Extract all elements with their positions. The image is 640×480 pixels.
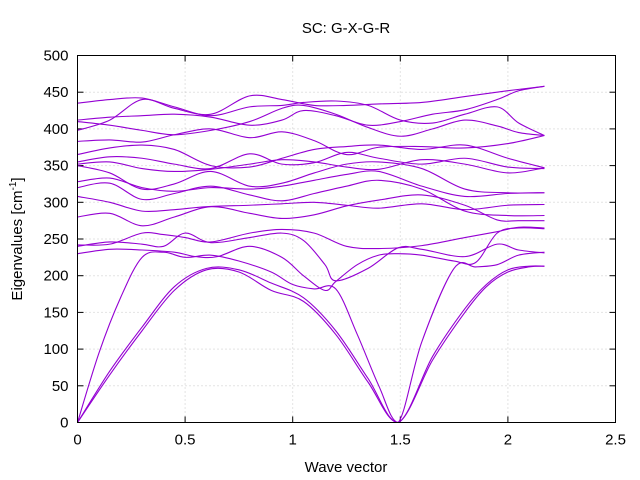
band-line-18 (77, 97, 545, 137)
x-tick-label: 2.5 (605, 432, 626, 449)
eigenvalue-bands (76, 85, 545, 424)
band-line-10 (77, 170, 545, 198)
band-line-15 (77, 128, 545, 156)
x-tick-label: 1 (289, 432, 297, 449)
band-line-16 (77, 104, 545, 137)
y-tick-label: 450 (43, 84, 68, 101)
band-line-2 (77, 265, 545, 424)
y-tick-label: 150 (43, 304, 68, 321)
plot-frame (77, 55, 616, 423)
band-line-12 (77, 159, 545, 174)
x-tick-label: 2 (504, 432, 512, 449)
x-tick-label: 0.5 (175, 432, 196, 449)
y-axis-title: Eigenvalues [cm-1] (8, 177, 26, 300)
y-tick-label: 350 (43, 158, 68, 175)
y-tick-label: 300 (43, 194, 68, 211)
band-line-9 (77, 179, 545, 217)
x-tick-label: 1.5 (390, 432, 411, 449)
band-line-5 (77, 232, 545, 282)
band-line-7 (77, 194, 545, 227)
y-tick-label: 200 (43, 268, 68, 285)
band-line-3 (76, 251, 545, 424)
band-line-14 (77, 144, 545, 169)
y-axis-title-main: Eigenvalues [cm (9, 191, 26, 301)
band-line-4 (77, 227, 545, 292)
chart-title: SC: G-X-G-R (302, 20, 390, 37)
y-tick-labels: 0 50 100 150 200 250 300 350 400 450 500 (43, 48, 68, 432)
band-line-6 (77, 226, 545, 250)
y-tick-label: 250 (43, 231, 68, 248)
x-tick-label: 0 (73, 432, 81, 449)
band-line-11 (77, 161, 545, 194)
y-tick-label: 100 (43, 341, 68, 358)
y-axis-title-close: ] (9, 177, 26, 181)
y-tick-label: 500 (43, 48, 68, 65)
grid-lines (77, 55, 616, 423)
y-axis-title-superscript: -1 (8, 181, 19, 190)
band-line-1 (77, 265, 545, 424)
y-tick-label: 0 (60, 415, 68, 432)
y-tick-label: 400 (43, 121, 68, 138)
band-line-8 (77, 195, 545, 213)
y-tick-label: 50 (52, 378, 69, 395)
band-line-17 (77, 85, 545, 126)
x-tick-labels: 0 0.5 1 1.5 2 2.5 (73, 432, 626, 449)
band-line-13 (77, 151, 545, 170)
band-line-19 (77, 85, 545, 131)
x-axis-title: Wave vector (305, 459, 388, 476)
